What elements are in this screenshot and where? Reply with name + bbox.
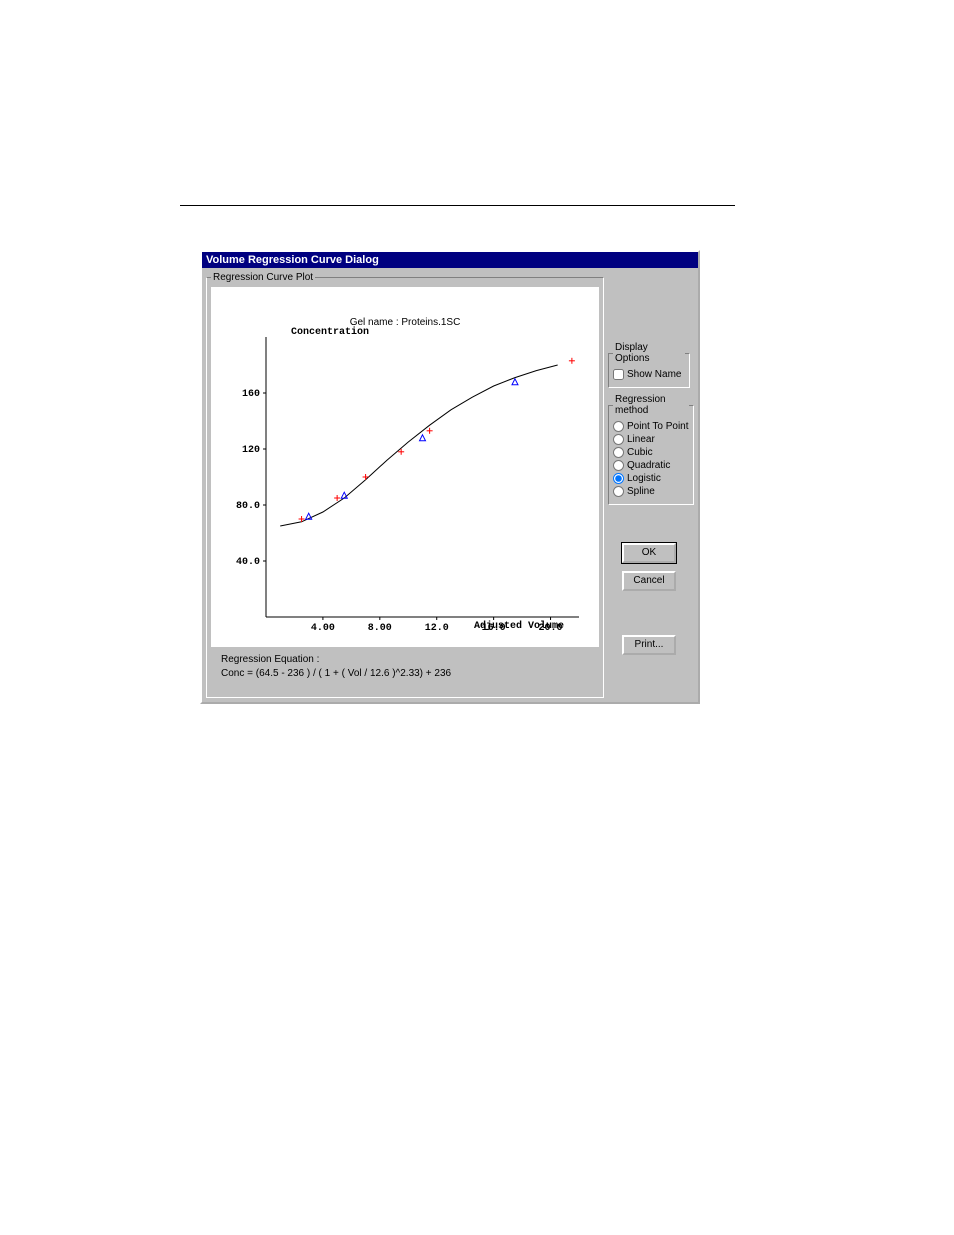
svg-text:12.0: 12.0 <box>425 623 449 634</box>
svg-text:20.0: 20.0 <box>539 623 563 634</box>
ok-button[interactable]: OK <box>622 543 676 563</box>
regression-equation-label: Regression Equation : <box>221 653 589 667</box>
regression-method-option[interactable]: Spline <box>613 485 689 498</box>
dialog-body: Regression Curve Plot Gel name : Protein… <box>202 268 698 702</box>
svg-text:160: 160 <box>242 389 260 400</box>
dialog-left-column: Regression Curve Plot Gel name : Protein… <box>206 272 604 698</box>
dialog-titlebar: Volume Regression Curve Dialog <box>202 252 698 268</box>
display-options-legend: Display Options <box>613 342 685 364</box>
regression-curve-plot-legend: Regression Curve Plot <box>211 272 315 283</box>
print-button[interactable]: Print... <box>622 635 676 655</box>
svg-text:8.00: 8.00 <box>368 623 392 634</box>
svg-text:40.0: 40.0 <box>236 557 260 568</box>
svg-text:120: 120 <box>242 445 260 456</box>
regression-method-option[interactable]: Quadratic <box>613 459 689 472</box>
regression-method-radio[interactable] <box>613 434 624 445</box>
regression-method-label: Quadratic <box>627 460 670 471</box>
dialog-right-column: Display Options Show Name Regression met… <box>604 272 694 698</box>
page-header-rule <box>180 205 735 206</box>
regression-method-label: Cubic <box>627 447 653 458</box>
regression-method-legend: Regression method <box>613 394 689 416</box>
page-container: Volume Regression Curve Dialog Regressio… <box>0 0 954 704</box>
show-name-checkbox[interactable] <box>613 369 624 380</box>
regression-method-option[interactable]: Point To Point <box>613 420 689 433</box>
regression-method-radio[interactable] <box>613 460 624 471</box>
regression-method-radio[interactable] <box>613 473 624 484</box>
svg-text:4.00: 4.00 <box>311 623 335 634</box>
regression-equation-block: Regression Equation : Conc = (64.5 - 236… <box>211 647 599 689</box>
regression-method-radio[interactable] <box>613 447 624 458</box>
regression-method-label: Spline <box>627 486 655 497</box>
regression-method-option[interactable]: Linear <box>613 433 689 446</box>
regression-method-group: Regression method Point To Point Linear Cu… <box>608 394 694 505</box>
volume-regression-dialog: Volume Regression Curve Dialog Regressio… <box>200 250 700 704</box>
cancel-button[interactable]: Cancel <box>622 571 676 591</box>
regression-method-option[interactable]: Logistic <box>613 472 689 485</box>
regression-equation-text: Conc = (64.5 - 236 ) / ( 1 + ( Vol / 12.… <box>221 667 589 681</box>
regression-method-label: Logistic <box>627 473 661 484</box>
regression-method-option[interactable]: Cubic <box>613 446 689 459</box>
regression-method-radio[interactable] <box>613 421 624 432</box>
svg-text:16.0: 16.0 <box>482 623 506 634</box>
regression-method-label: Point To Point <box>627 421 689 432</box>
regression-method-radio[interactable] <box>613 486 624 497</box>
show-name-label: Show Name <box>627 369 681 380</box>
regression-curve-plot-group: Regression Curve Plot Gel name : Protein… <box>206 272 604 698</box>
svg-text:80.0: 80.0 <box>236 501 260 512</box>
regression-method-label: Linear <box>627 434 655 445</box>
dialog-title: Volume Regression Curve Dialog <box>206 254 379 266</box>
plot-area: Gel name : Proteins.1SC Concentration Ad… <box>211 287 599 647</box>
display-options-group: Display Options Show Name <box>608 342 690 388</box>
show-name-checkbox-row[interactable]: Show Name <box>613 368 685 381</box>
chart-svg: 40.0 80.0 120 160 4.00 8.00 12.0 16.0 20.0 <box>211 287 599 647</box>
